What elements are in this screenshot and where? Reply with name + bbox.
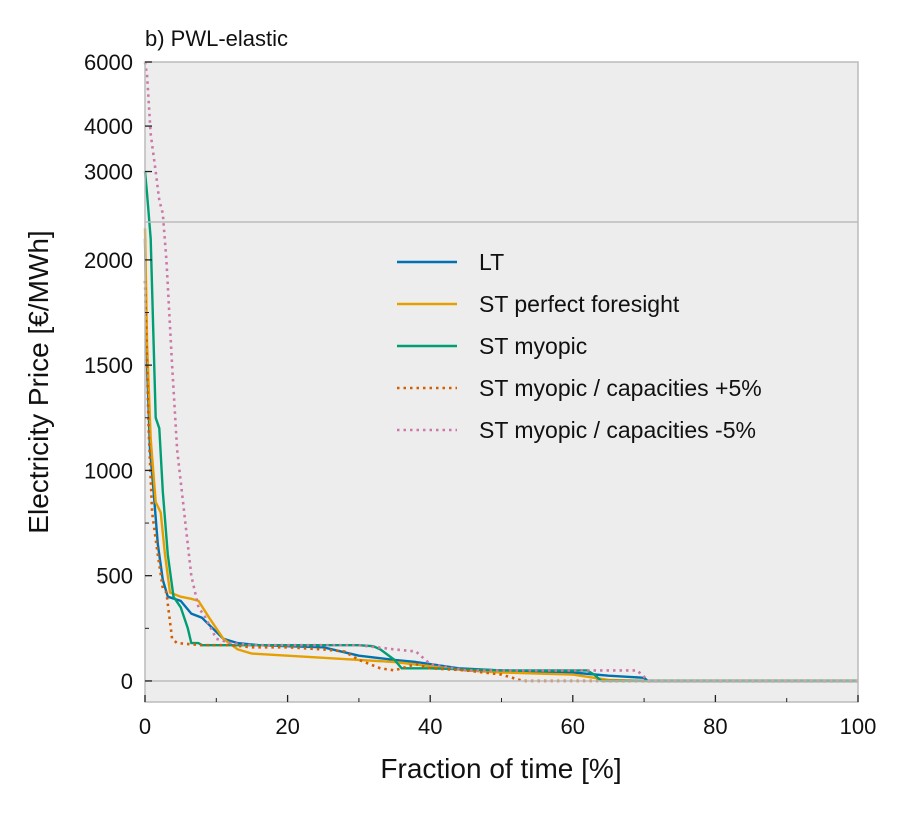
series-line-2 [143, 228, 858, 683]
series-line-4 [143, 280, 858, 683]
x-tick-label: 60 [561, 714, 585, 739]
y-axis-label: Electricity Price [€/MWh] [23, 230, 54, 533]
chart-title: b) PWL-elastic [145, 26, 288, 51]
legend-label-4: ST myopic / capacities +5% [479, 375, 762, 401]
x-tick-label: 40 [418, 714, 442, 739]
y-tick-label: 3000 [84, 160, 133, 185]
y-tick-label: 1500 [84, 353, 133, 378]
legend-label-1: LT [479, 249, 504, 275]
legend-label-5: ST myopic / capacities -5% [479, 417, 756, 443]
x-tick-label: 100 [840, 714, 877, 739]
plot-background [145, 62, 858, 702]
x-tick-label: 0 [139, 714, 151, 739]
x-tick-label: 20 [275, 714, 299, 739]
y-tick-label: 2000 [84, 248, 133, 273]
legend-label-2: ST perfect foresight [479, 291, 680, 317]
y-tick-label: 500 [96, 564, 133, 589]
x-axis-label: Fraction of time [%] [380, 753, 621, 784]
legend: LT ST perfect foresight ST myopic ST myopic… [397, 249, 762, 443]
y-tick-label: 4000 [84, 114, 133, 139]
y-tick-label: 0 [121, 669, 133, 694]
series-line-5 [143, 61, 858, 683]
y-tick-label: 6000 [84, 50, 133, 75]
legend-label-3: ST myopic [479, 333, 587, 359]
y-tick-label: 1000 [84, 458, 133, 483]
x-tick-label: 80 [703, 714, 727, 739]
series-group [143, 61, 858, 683]
